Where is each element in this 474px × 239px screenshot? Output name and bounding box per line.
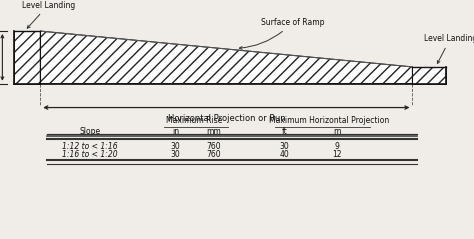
Text: Level Landing: Level Landing <box>424 34 474 64</box>
Text: 1:16 to < 1:20: 1:16 to < 1:20 <box>62 150 118 159</box>
Text: 760: 760 <box>206 142 220 152</box>
Text: 12: 12 <box>332 150 341 159</box>
Text: Level Landing: Level Landing <box>22 0 75 28</box>
Text: m: m <box>333 127 340 136</box>
Polygon shape <box>40 31 412 84</box>
Text: 30: 30 <box>171 150 180 159</box>
Text: Maximum Rise: Maximum Rise <box>166 116 222 125</box>
Text: Horizontal Projection or Run: Horizontal Projection or Run <box>167 114 285 123</box>
Text: Maximum Horizontal Projection: Maximum Horizontal Projection <box>269 116 390 125</box>
Polygon shape <box>14 31 40 84</box>
Text: Slope: Slope <box>80 127 100 136</box>
Polygon shape <box>412 67 446 84</box>
Text: ft: ft <box>282 127 287 136</box>
Text: 1:12 to < 1:16: 1:12 to < 1:16 <box>62 142 118 152</box>
Text: 30: 30 <box>280 142 289 152</box>
Text: 760: 760 <box>206 150 220 159</box>
Text: in: in <box>172 127 179 136</box>
Text: 30: 30 <box>171 142 180 152</box>
Text: Surface of Ramp: Surface of Ramp <box>239 18 324 49</box>
Text: mm: mm <box>206 127 221 136</box>
Text: 40: 40 <box>280 150 289 159</box>
Text: 9: 9 <box>334 142 339 152</box>
